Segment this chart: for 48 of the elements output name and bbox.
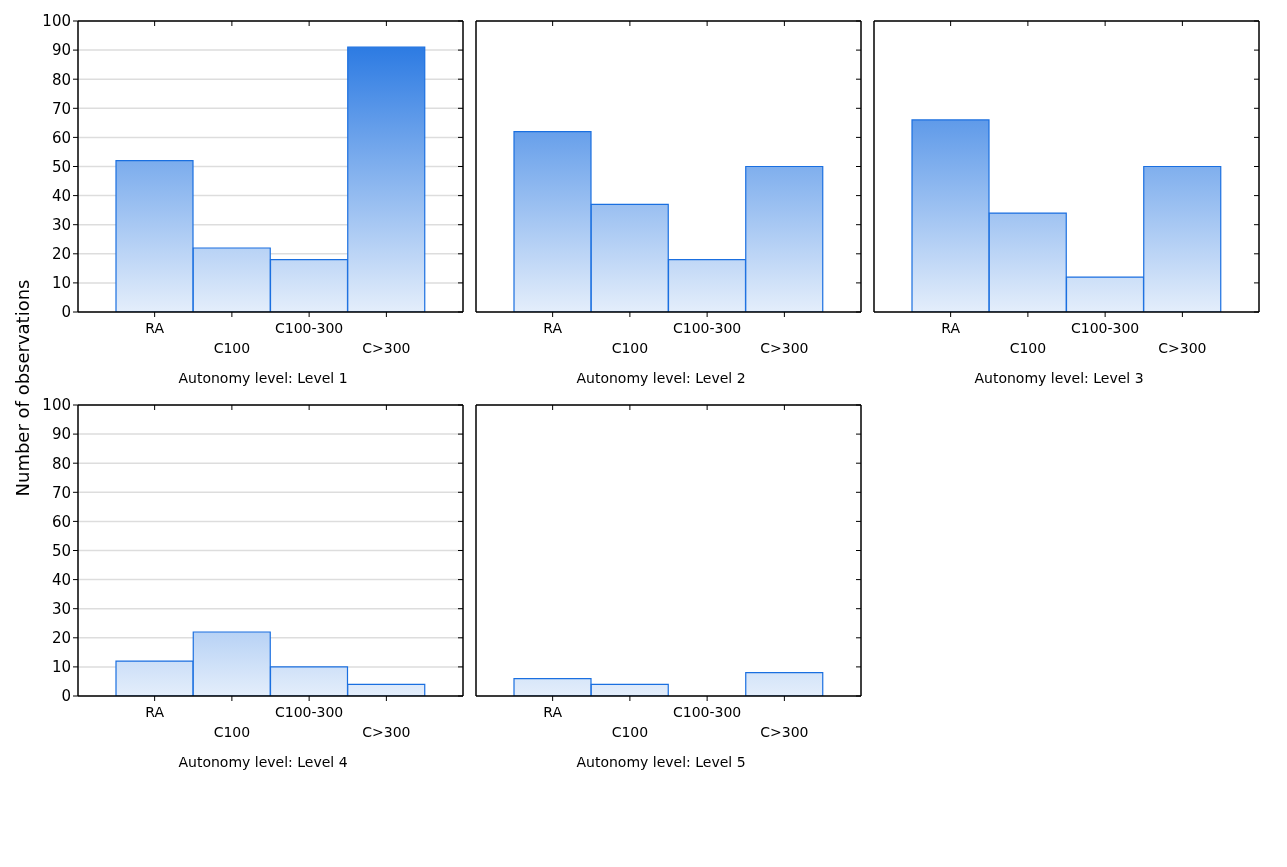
x-tick-label: C100: [611, 340, 649, 356]
y-tick-label: 30: [51, 600, 71, 619]
y-tick-label: 70: [51, 483, 71, 502]
y-tick-label: 0: [61, 303, 71, 322]
x-tick-label: RA: [543, 704, 563, 720]
y-tick-label: 20: [51, 245, 71, 264]
y-tick-label: 20: [51, 629, 71, 648]
x-tick-label: C100: [213, 724, 251, 740]
x-tick-label: C100-300: [1070, 320, 1140, 336]
x-tick-label: C100: [611, 724, 649, 740]
x-axis-title: Autonomy level: Level 5: [575, 754, 747, 770]
y-tick-label: 60: [51, 128, 71, 147]
x-axis-title: Autonomy level: Level 4: [177, 754, 349, 770]
y-tick-label: 40: [51, 570, 71, 589]
y-tick-label: 80: [51, 70, 71, 89]
y-axis-title: Number of observations: [11, 279, 33, 497]
x-axis-title: Autonomy level: Level 2: [575, 370, 747, 386]
x-axis-title: Autonomy level: Level 1: [177, 370, 349, 386]
x-tick-label: RA: [941, 320, 961, 336]
x-tick-label: C100: [213, 340, 251, 356]
y-tick-label: 50: [51, 157, 71, 176]
x-tick-label: C100-300: [672, 320, 742, 336]
x-tick-label: C>300: [362, 340, 411, 356]
y-tick-label: 100: [42, 12, 71, 31]
x-tick-label: C>300: [362, 724, 411, 740]
x-tick-label: C>300: [760, 724, 809, 740]
x-tick-label: RA: [543, 320, 563, 336]
y-tick-label: 80: [51, 454, 71, 473]
x-tick-label: RA: [145, 704, 165, 720]
y-tick-label: 40: [51, 186, 71, 205]
x-axis-title: Autonomy level: Level 3: [973, 370, 1145, 386]
x-tick-label: RA: [145, 320, 165, 336]
y-tick-label: 10: [51, 274, 71, 293]
y-tick-label: 30: [51, 216, 71, 235]
x-tick-label: C100-300: [274, 704, 344, 720]
y-tick-label: 10: [51, 658, 71, 677]
y-tick-label: 90: [51, 41, 71, 60]
x-tick-label: C100: [1009, 340, 1047, 356]
y-tick-label: 50: [51, 541, 71, 560]
y-tick-label: 100: [42, 396, 71, 415]
x-tick-label: C>300: [1158, 340, 1207, 356]
y-tick-label: 60: [51, 512, 71, 531]
y-tick-label: 90: [51, 425, 71, 444]
y-tick-label: 0: [61, 687, 71, 706]
x-tick-label: C100-300: [672, 704, 742, 720]
y-tick-label: 70: [51, 99, 71, 118]
x-tick-label: C>300: [760, 340, 809, 356]
x-tick-label: C100-300: [274, 320, 344, 336]
